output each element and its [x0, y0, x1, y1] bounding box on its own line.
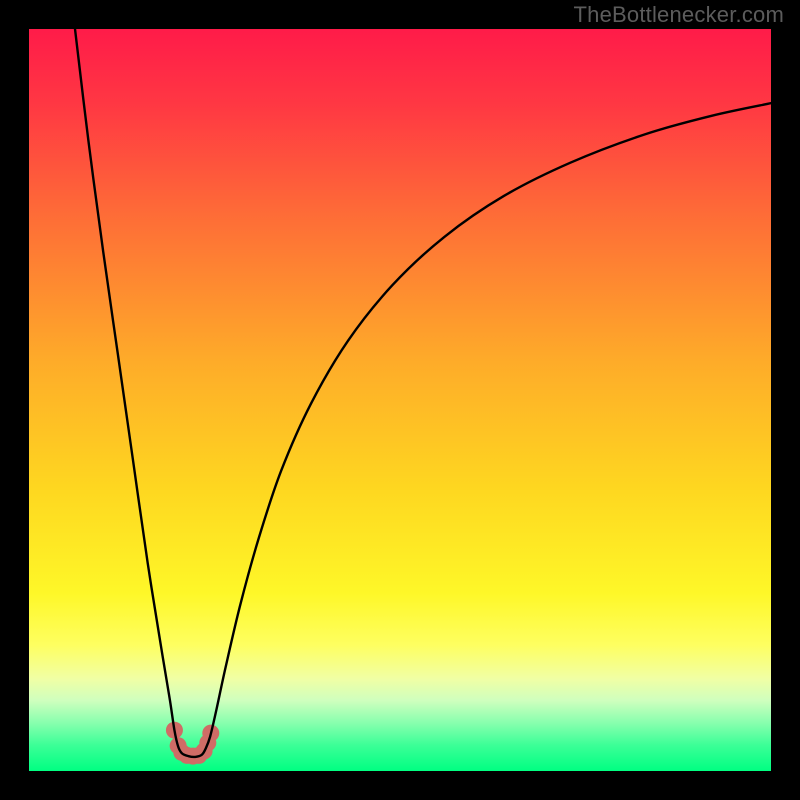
bottleneck-curve: [75, 29, 771, 757]
image-container: TheBottlenecker.com: [0, 0, 800, 800]
plot-area: [29, 29, 771, 771]
chart-svg: [29, 29, 771, 771]
watermark-text: TheBottlenecker.com: [574, 2, 784, 28]
